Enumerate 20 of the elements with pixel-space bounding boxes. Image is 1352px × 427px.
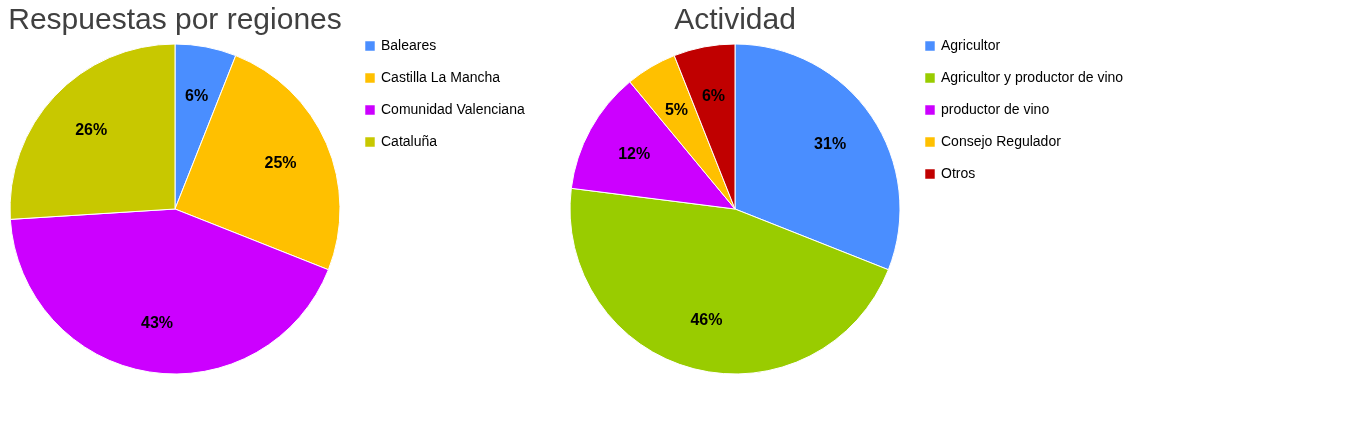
legend-label: Consejo Regulador (941, 133, 1062, 149)
legend-label: Agricultor y productor de vino (941, 69, 1124, 85)
legend-label: Otros (941, 165, 976, 181)
data-label: 46% (690, 311, 723, 329)
data-label: 6% (184, 87, 209, 105)
data-label: 6% (701, 87, 726, 105)
chart-title: Respuestas por regiones (8, 2, 342, 35)
data-label: 25% (264, 154, 297, 172)
legend-label: Comunidad Valenciana (381, 101, 525, 117)
legend-label: Agricultor (941, 37, 1001, 53)
legend-label: productor de vino (941, 101, 1050, 117)
data-label: 12% (618, 144, 651, 162)
data-label: 5% (664, 101, 689, 119)
data-label: 26% (75, 121, 108, 139)
data-label: 43% (140, 313, 174, 331)
legend-label: Cataluña (381, 133, 438, 149)
chart-title: Actividad (674, 2, 796, 35)
legend-label: Baleares (381, 37, 437, 53)
legend-label: Castilla La Mancha (381, 69, 501, 85)
data-label: 31% (814, 135, 847, 153)
